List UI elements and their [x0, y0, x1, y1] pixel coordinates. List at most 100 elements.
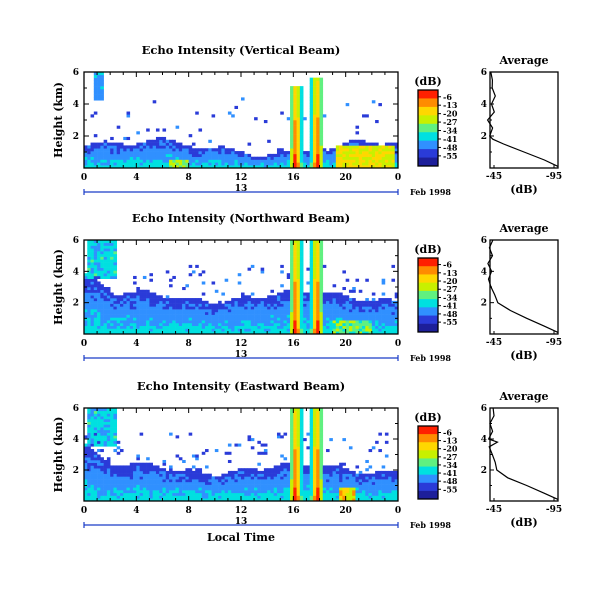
heatmap-cell	[162, 300, 167, 304]
heatmap-cell	[290, 309, 294, 313]
heatmap-cell	[149, 292, 153, 296]
heatmap-cell	[299, 416, 304, 420]
heatmap-cell	[162, 165, 167, 169]
heatmap-cell	[90, 281, 95, 285]
heatmap-cell	[312, 421, 317, 425]
heatmap-cell	[283, 490, 288, 494]
heatmap-cell	[149, 139, 153, 143]
heatmap-cell	[178, 331, 183, 335]
heatmap-cell	[201, 165, 206, 169]
heatmap-cell	[286, 492, 291, 496]
heatmap-cell	[342, 309, 346, 313]
colorbar-tick-label: -55	[443, 484, 457, 494]
heatmap-cell	[309, 120, 314, 124]
heatmap-cell	[198, 153, 203, 157]
heatmap-cell	[90, 165, 95, 169]
heatmap-cell	[306, 151, 310, 155]
heatmap-cell	[90, 432, 95, 436]
heatmap-cell	[303, 470, 307, 474]
heatmap-cell	[368, 300, 373, 304]
heatmap-cell	[306, 292, 310, 296]
x-tick-label: 0	[81, 506, 87, 516]
heatmap-cell	[319, 108, 324, 112]
heatmap-cell	[185, 314, 189, 318]
heatmap-cell	[394, 292, 399, 296]
colorbar-tick-label: -34	[443, 292, 458, 302]
heatmap-cell	[97, 462, 101, 466]
heatmap-cell	[283, 457, 288, 461]
heatmap-cell	[286, 479, 291, 483]
heatmap-cell	[169, 470, 173, 474]
heatmap-cell	[103, 328, 108, 332]
heatmap-cell	[362, 306, 366, 310]
heatmap-cell	[296, 114, 301, 118]
heatmap-cell	[84, 490, 88, 494]
heatmap-cell	[293, 487, 297, 491]
heatmap-cell	[394, 306, 399, 310]
heatmap-cell	[126, 309, 131, 313]
heatmap-cell	[270, 159, 275, 163]
heatmap-cell	[309, 298, 314, 302]
heatmap-cell	[211, 331, 216, 335]
heatmap-cell	[214, 311, 219, 315]
heatmap-cell	[205, 314, 209, 318]
heatmap-cell	[276, 303, 281, 307]
heatmap-cell	[224, 314, 229, 318]
heatmap-cell	[142, 156, 147, 160]
heatmap-cell	[106, 427, 111, 431]
heatmap-cell	[234, 325, 239, 329]
heatmap-cell	[286, 151, 291, 155]
heatmap-cell	[106, 303, 111, 307]
colorbar-unit: (dB)	[414, 411, 441, 424]
heatmap-cell	[316, 443, 320, 447]
heatmap-cell	[106, 416, 111, 420]
heatmap-cell	[345, 492, 350, 496]
heatmap-cell	[362, 320, 366, 324]
heatmap-cell	[97, 159, 101, 163]
heatmap-cell	[152, 328, 157, 332]
heatmap-cell	[322, 162, 327, 166]
heatmap-cell	[149, 162, 153, 166]
heatmap-cell	[290, 320, 294, 324]
heatmap-cell	[293, 322, 297, 326]
heatmap-cell	[263, 490, 268, 494]
heatmap-cell	[293, 435, 297, 439]
heatmap-cell	[342, 484, 346, 488]
heatmap-cell	[100, 421, 104, 425]
colorbar-swatch	[418, 466, 438, 476]
heatmap-cell	[391, 317, 396, 321]
heatmap-cell	[254, 117, 258, 121]
heatmap-cell	[162, 331, 167, 335]
heatmap-cell	[322, 325, 327, 329]
heatmap-cell	[126, 328, 131, 332]
heatmap-cell	[113, 421, 118, 425]
heatmap-cell	[159, 300, 163, 304]
heatmap-cell	[198, 148, 203, 152]
heatmap-cell	[250, 498, 255, 502]
heatmap-cell	[84, 462, 88, 466]
heatmap-cell	[185, 165, 189, 169]
heatmap-cell	[110, 264, 114, 268]
heatmap-cell	[142, 320, 147, 324]
heatmap-cell	[306, 320, 310, 324]
heatmap-cell	[345, 498, 350, 502]
heatmap-cell	[123, 153, 127, 157]
heatmap-cell	[162, 320, 167, 324]
heatmap-cell	[290, 300, 294, 304]
heatmap-cell	[116, 309, 121, 313]
heatmap-cell	[87, 292, 91, 296]
heatmap-cell	[106, 432, 111, 436]
heatmap-cell	[306, 314, 310, 318]
heatmap-cell	[97, 245, 101, 249]
heatmap-cell	[384, 484, 389, 488]
heatmap-cell	[257, 495, 261, 499]
heatmap-cell	[303, 473, 307, 477]
heatmap-cell	[155, 473, 160, 477]
heatmap-cell	[309, 267, 314, 271]
heatmap-cell	[394, 490, 399, 494]
heatmap-cell	[84, 162, 88, 166]
heatmap-cell	[312, 487, 317, 491]
heatmap-cell	[296, 120, 301, 124]
heatmap-cell	[375, 142, 379, 146]
heatmap-cell	[214, 322, 219, 326]
